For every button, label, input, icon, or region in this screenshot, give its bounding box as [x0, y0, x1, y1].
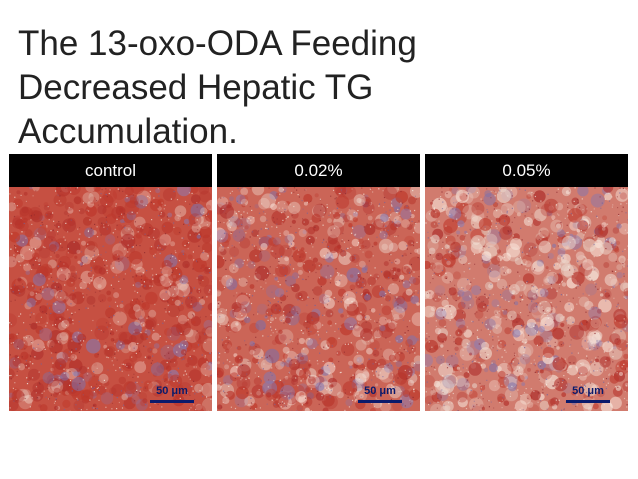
scale-bar-label: 50 μm [156, 385, 188, 397]
panel-0-02-percent: 0.02% 50 μm [217, 154, 420, 411]
micrograph-image [425, 187, 628, 411]
scale-bar: 50 μm [358, 384, 402, 403]
panel-control: control 50 μm [9, 154, 212, 411]
scale-bar-line [566, 400, 610, 403]
slide-title: The 13-oxo-ODA Feeding Decreased Hepatic… [18, 22, 618, 154]
scale-bar-label: 50 μm [572, 385, 604, 397]
slide-title-line-2: Decreased Hepatic TG [18, 68, 374, 107]
panel-0-05-percent: 0.05% 50 μm [425, 154, 628, 411]
scale-bar-line [358, 400, 402, 403]
panel-header: 0.02% [217, 154, 420, 187]
slide-title-line-1: The 13-oxo-ODA Feeding [18, 24, 417, 63]
scale-bar-line [150, 400, 194, 403]
micrograph-image [217, 187, 420, 411]
scale-bar-label: 50 μm [364, 385, 396, 397]
scale-bar: 50 μm [150, 384, 194, 403]
panel-header: 0.05% [425, 154, 628, 187]
micrograph-image [9, 187, 212, 411]
scale-bar: 50 μm [566, 384, 610, 403]
slide-title-line-3: Accumulation. [18, 112, 238, 151]
panel-header: control [9, 154, 212, 187]
